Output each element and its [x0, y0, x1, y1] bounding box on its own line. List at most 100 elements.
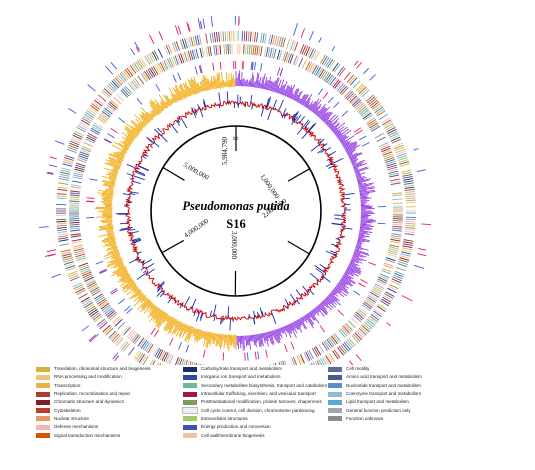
- cog-gene-mark: [326, 338, 333, 348]
- gc-skew-bar: [255, 334, 258, 343]
- gc-skew-bar: [132, 279, 134, 282]
- cog-gene-mark: [254, 32, 256, 43]
- gc-content-spike: [146, 136, 154, 143]
- gc-content-spike: [294, 116, 299, 121]
- gc-skew-bar: [359, 228, 371, 231]
- coord-label-5984790: 5,984,790: [221, 137, 229, 166]
- gc-skew-bar: [338, 135, 347, 141]
- gc-skew-bar: [323, 299, 329, 306]
- gc-skew-bar: [140, 116, 148, 124]
- gc-skew-bar: [111, 171, 117, 174]
- gc-content-spike: [156, 289, 163, 297]
- gc-skew-bar: [352, 254, 360, 258]
- cog-gene-mark: [249, 31, 252, 42]
- gc-skew-bar: [174, 321, 178, 326]
- gc-skew-bar: [307, 313, 311, 318]
- gc-content-spike: [137, 165, 149, 172]
- gc-skew-bar: [360, 218, 374, 220]
- cog-gene-mark: [291, 41, 297, 51]
- legend-item: General function prediction only: [328, 406, 422, 414]
- gc-skew-bar: [151, 305, 156, 311]
- gc-skew-bar: [146, 123, 148, 125]
- gc-skew-bar: [178, 325, 186, 339]
- cog-gene-mark: [318, 344, 325, 354]
- rna-mark: [363, 67, 370, 75]
- gc-content-spike: [317, 148, 325, 154]
- cog-gene-mark: [102, 89, 111, 98]
- gc-skew-bar: [318, 107, 328, 118]
- gc-skew-bar: [119, 274, 129, 281]
- gc-skew-bar: [334, 126, 345, 135]
- rna-mark: [341, 110, 349, 117]
- cog-gene-mark: [271, 48, 275, 59]
- gc-skew-bar: [340, 278, 353, 287]
- gc-skew-bar: [107, 231, 113, 233]
- legend-label: Posttranslational modification, protein …: [201, 399, 322, 405]
- cog-gene-mark: [58, 178, 69, 181]
- cog-gene-mark: [360, 88, 369, 96]
- cog-gene-mark: [113, 317, 122, 326]
- rna-mark: [153, 329, 160, 338]
- cog-gene-mark: [342, 343, 350, 352]
- gc-skew-bar: [101, 217, 112, 219]
- gc-skew-bar: [317, 107, 326, 117]
- gc-skew-bar: [166, 106, 169, 109]
- cog-gene-mark: [173, 41, 179, 52]
- gc-content-spike: [309, 272, 320, 281]
- cog-gene-mark: [213, 32, 216, 43]
- gc-skew-bar: [274, 77, 280, 93]
- cog-gene-mark: [355, 83, 364, 92]
- gc-skew-bar: [349, 152, 362, 159]
- cog-gene-mark: [370, 101, 380, 109]
- gc-skew-bar: [341, 276, 352, 284]
- cog-gene-mark: [374, 132, 385, 139]
- cog-gene-mark: [223, 44, 226, 55]
- gc-skew-bar: [342, 142, 350, 147]
- gc-skew-bar: [298, 98, 302, 103]
- gc-skew-bar: [102, 191, 113, 194]
- cog-gene-mark: [94, 99, 103, 107]
- cog-gene-mark: [114, 77, 123, 86]
- gc-skew-bar: [151, 118, 153, 121]
- gc-skew-bar: [117, 275, 130, 283]
- gc-skew-bar: [141, 113, 150, 122]
- gc-content-spike: [147, 268, 155, 274]
- rna-mark: [309, 30, 314, 41]
- rna-mark: [413, 148, 419, 151]
- gc-skew-bar: [150, 113, 155, 117]
- legend-item: Signal transduction mechanisms: [36, 431, 150, 439]
- gc-skew-bar: [139, 290, 142, 292]
- rna-mark: [99, 268, 107, 274]
- gc-skew-bar: [147, 298, 149, 300]
- cog-gene-mark: [378, 142, 389, 147]
- cog-gene-mark: [280, 37, 284, 48]
- gc-skew-bar: [352, 159, 366, 166]
- gc-content-spike: [248, 313, 250, 319]
- gc-skew-bar: [205, 332, 210, 348]
- cog-gene-mark: [69, 140, 80, 146]
- cog-gene-mark: [387, 166, 398, 171]
- gc-skew-bar: [333, 288, 345, 298]
- gc-skew-bar: [107, 257, 121, 264]
- gc-content-line: [124, 100, 348, 323]
- legend-label: Coenzyme transport and metabolism: [346, 391, 422, 397]
- gc-skew-bar: [284, 325, 289, 333]
- gc-content-spike: [227, 306, 230, 319]
- gc-content-spike: [122, 193, 130, 196]
- gc-skew-bar: [277, 328, 281, 337]
- gc-skew-bar: [143, 294, 145, 296]
- gc-skew-bar: [350, 261, 359, 267]
- gc-skew-bar: [121, 276, 131, 283]
- rna-mark: [54, 140, 65, 145]
- gc-skew-bar: [157, 314, 167, 328]
- cog-gene-mark: [386, 253, 397, 258]
- gc-skew-bar: [303, 315, 308, 321]
- gc-skew-bar: [228, 335, 230, 352]
- gc-skew-bar: [294, 321, 300, 330]
- gc-skew-bar: [135, 136, 137, 138]
- cog-gene-mark: [398, 159, 409, 163]
- cog-gene-mark: [379, 273, 390, 279]
- cog-gene-mark: [117, 92, 126, 101]
- gc-skew-bar: [171, 316, 173, 319]
- gc-skew-bar: [152, 302, 154, 305]
